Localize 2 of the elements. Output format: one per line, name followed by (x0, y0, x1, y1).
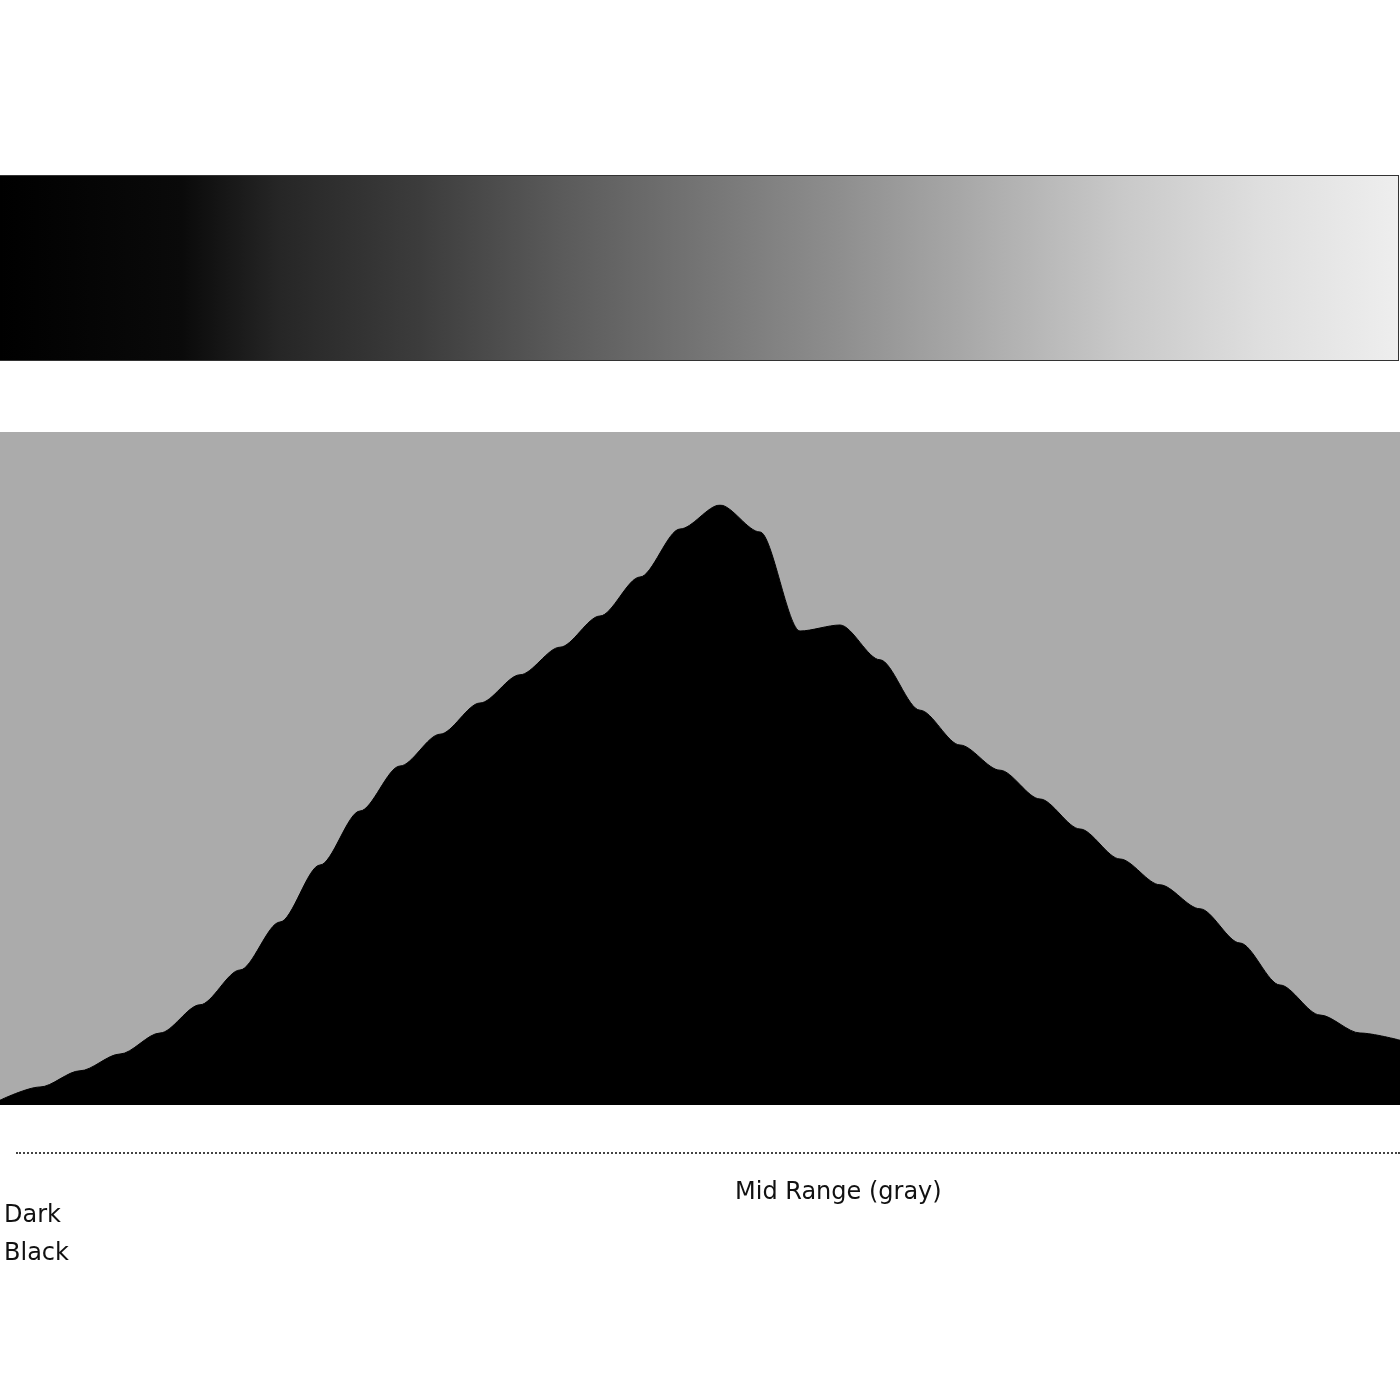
text: Mid Range (gray) (735, 1176, 942, 1207)
text: Dark Black (4, 1199, 70, 1269)
